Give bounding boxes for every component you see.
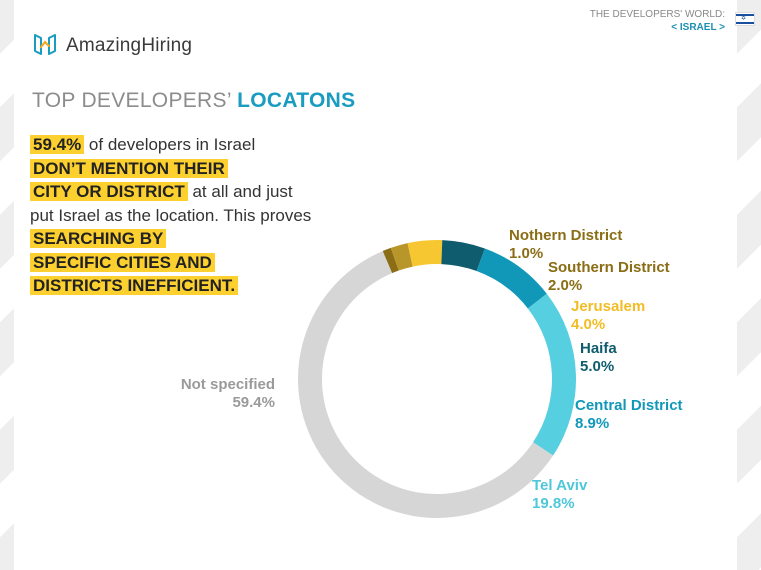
- slice-value-not-specified: 59.4%: [232, 394, 275, 411]
- brand-name: AmazingHiring: [66, 34, 193, 56]
- slice-value-southern-district: 2.0%: [548, 277, 582, 294]
- donut-segment-jerusalem: [407, 240, 443, 267]
- slice-label-southern-district: Southern District: [548, 259, 670, 276]
- slice-label-tel-aviv: Tel Aviv: [532, 477, 588, 494]
- title-accent: LOCATONS: [237, 89, 356, 112]
- slice-value-jerusalem: 4.0%: [571, 316, 605, 333]
- slice-value-central-district: 8.9%: [575, 415, 609, 432]
- page-title: TOP DEVELOPERS’ LOCATONS: [32, 89, 355, 113]
- donut-segment-southern-district: [390, 243, 413, 271]
- slice-label-nothern-district: Nothern District: [509, 227, 622, 244]
- decorative-stripes-left: [0, 0, 14, 570]
- slice-label-not-specified: Not specified: [181, 376, 275, 393]
- intro-highlight-5: DISTRICTS INEFFICIENT.: [30, 276, 239, 295]
- slice-value-haifa: 5.0%: [580, 358, 614, 375]
- decorative-stripes-right: [737, 0, 761, 570]
- slice-label-central-district: Central District: [575, 397, 683, 414]
- intro-text-1: of developers in Israel: [84, 135, 256, 154]
- series-header: THE DEVELOPERS' WORLD: < ISRAEL >: [590, 8, 725, 34]
- slice-value-tel-aviv: 19.8%: [532, 495, 575, 512]
- amazinghiring-logo-icon: [32, 30, 58, 61]
- slice-label-jerusalem: Jerusalem: [571, 298, 645, 315]
- donut-segment-haifa: [441, 240, 485, 272]
- intro-text-2: at all and just put Israel as the locati…: [30, 182, 312, 225]
- intro-highlight-4: SPECIFIC CITIES AND: [30, 252, 215, 272]
- donut-segment-central-district: [476, 248, 547, 309]
- donut-segment-nothern-district: [382, 247, 399, 274]
- brand-logo: AmazingHiring: [32, 30, 192, 61]
- intro-paragraph: 59.4% of developers in Israel DON’T MENT…: [30, 133, 320, 298]
- series-label: THE DEVELOPERS' WORLD:: [589, 9, 725, 20]
- country-selector[interactable]: < ISRAEL >: [671, 22, 725, 33]
- intro-highlight-1: DON’T MENTION THEIR: [30, 158, 228, 178]
- title-plain: TOP DEVELOPERS’: [32, 89, 238, 112]
- slice-label-haifa: Haifa: [580, 340, 617, 357]
- slice-value-nothern-district: 1.0%: [509, 245, 543, 262]
- intro-highlight-3: SEARCHING BY: [30, 229, 167, 248]
- intro-stat: 59.4%: [30, 135, 85, 154]
- intro-highlight-2: CITY OR DISTRICT: [30, 182, 188, 201]
- donut-segment-tel-aviv: [527, 293, 576, 456]
- israel-flag-icon: ✡: [735, 12, 755, 26]
